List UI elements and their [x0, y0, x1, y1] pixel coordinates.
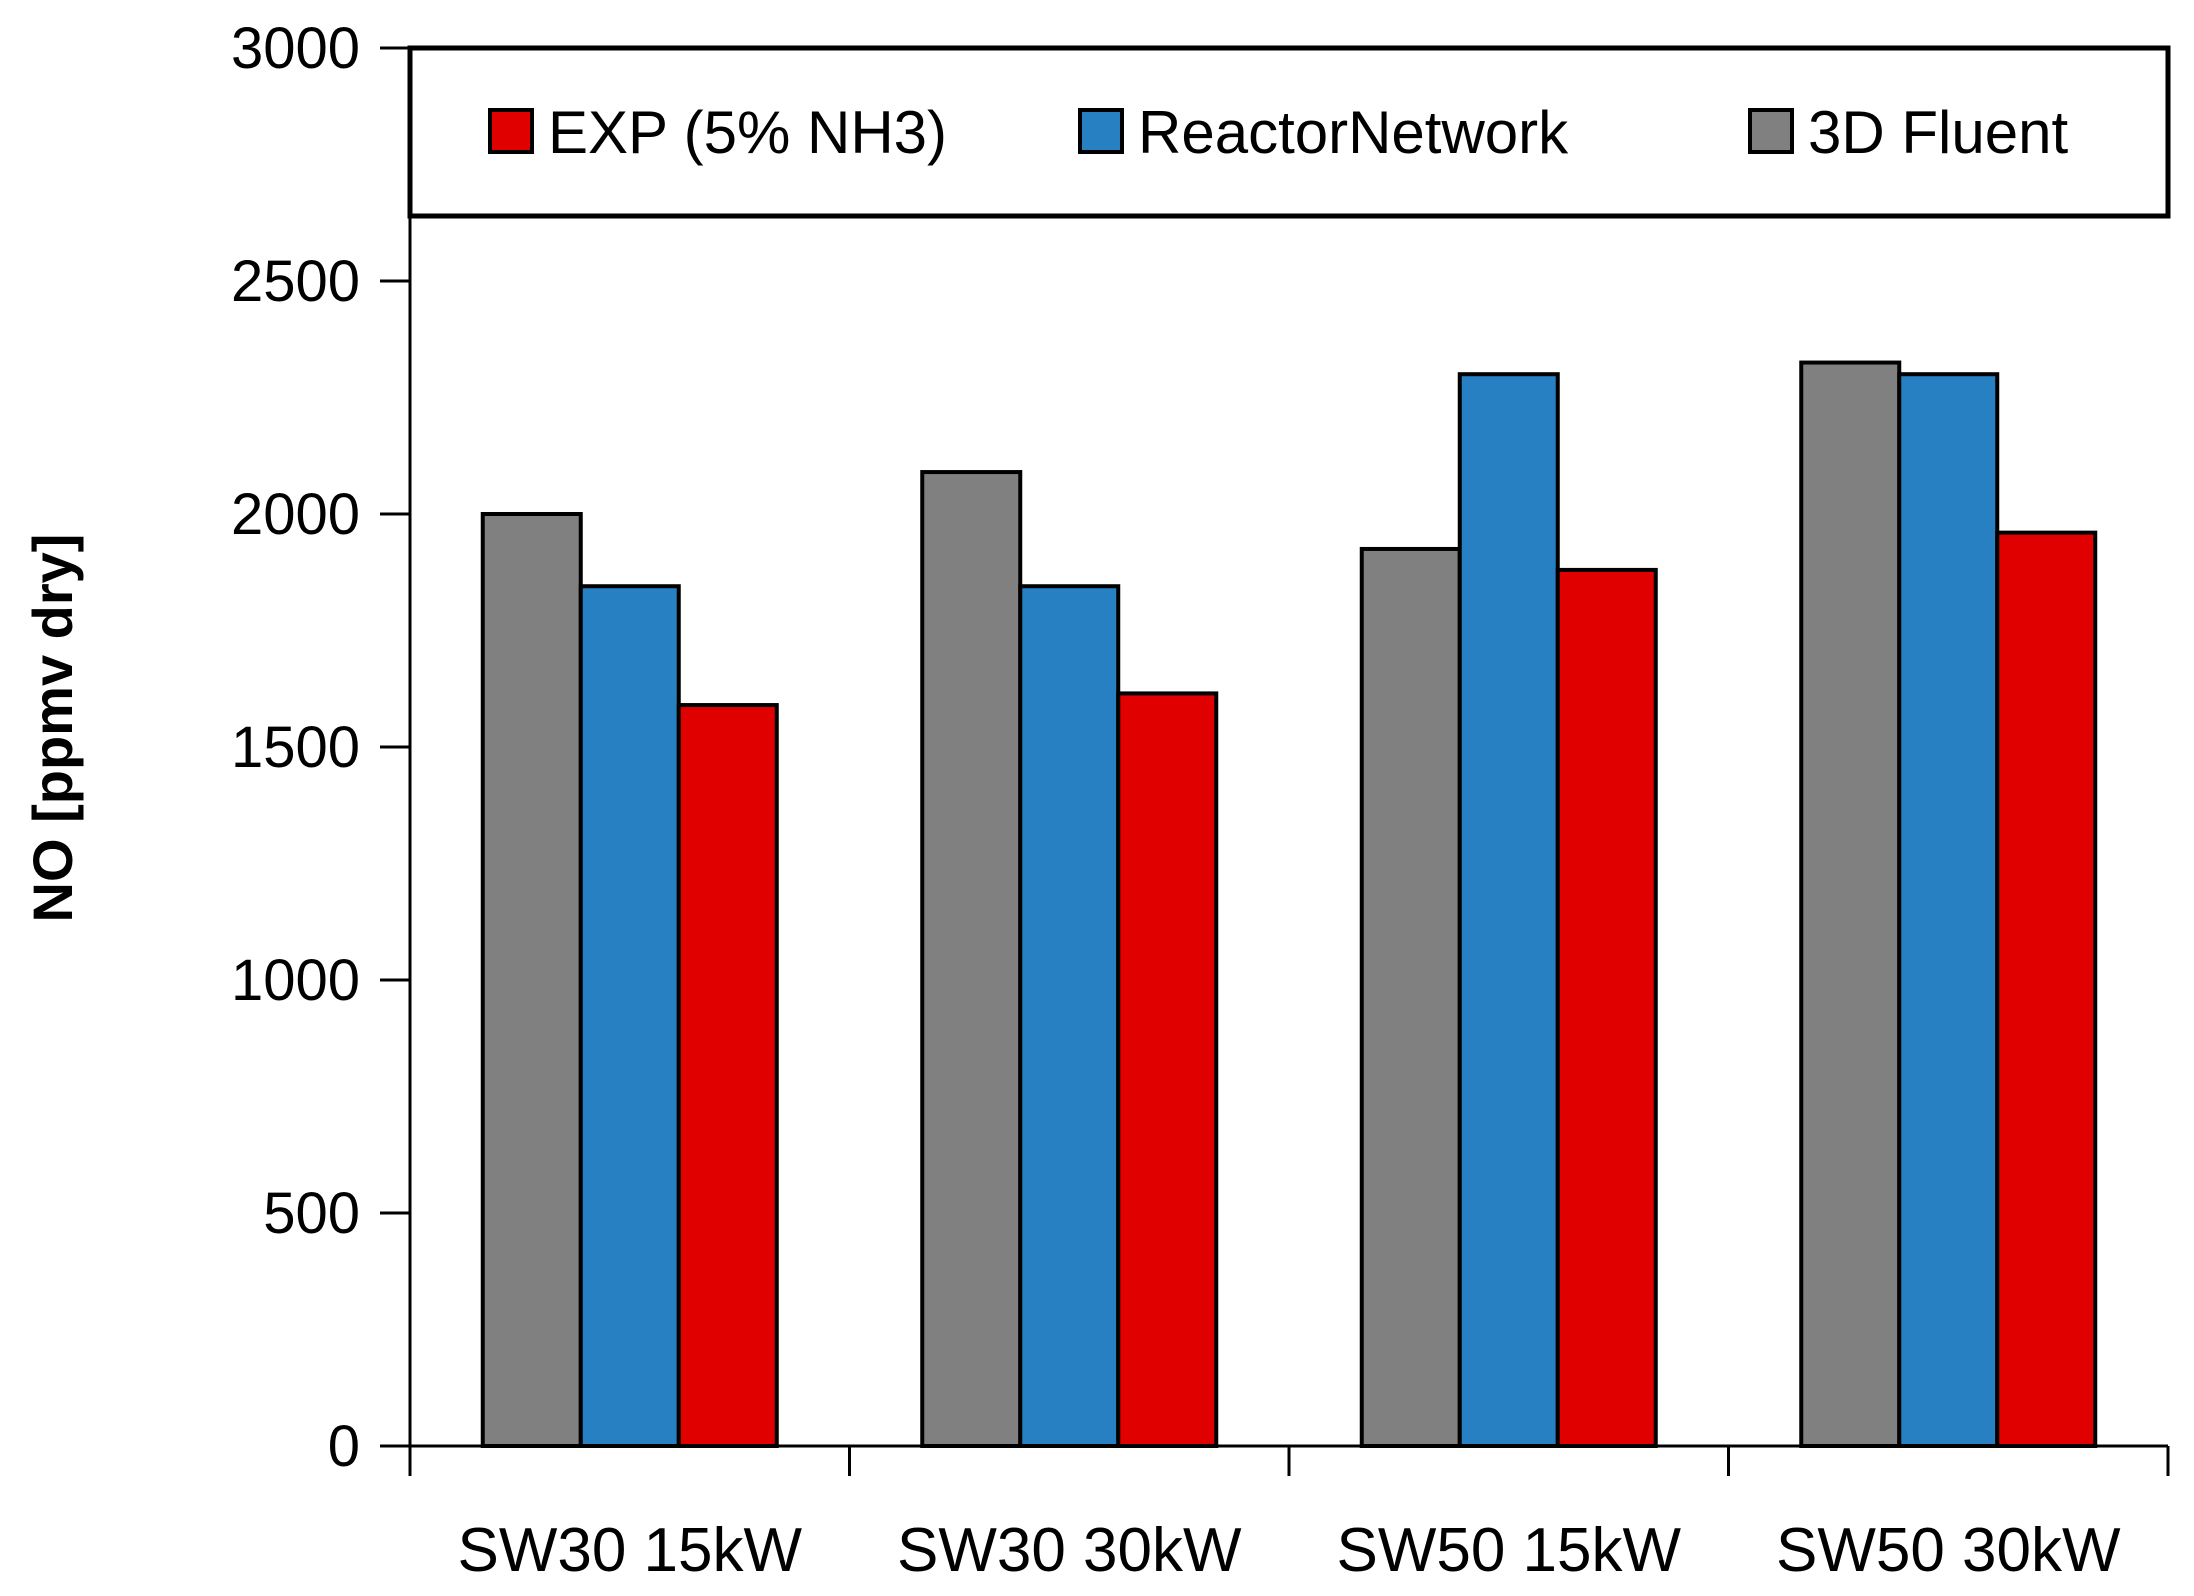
bar-3d-fluent-sw30-15kw [480, 512, 583, 1448]
bar-exp-5-nh3-sw50-30kw [1995, 530, 2098, 1448]
x-category-label: SW30 30kW [897, 1516, 1242, 1585]
x-axis: SW30 15kW SW30 30kW SW50 15kW SW50 30kW [408, 1444, 2170, 1585]
y-tick-label: 3000 [231, 16, 360, 81]
bar-exp-5-nh3-sw30-30kw [1116, 691, 1219, 1448]
y-tick-label: 2500 [231, 249, 360, 314]
legend-box [407, 45, 2171, 219]
legend-swatch-3d-fluent [1748, 108, 1794, 154]
bar-reactornetwork-sw30-30kw [1018, 584, 1121, 1448]
legend-label-exp-5-nh3: EXP (5% NH3) [548, 99, 947, 166]
bar-reactornetwork-sw50-15kw [1457, 372, 1560, 1449]
bar-exp-5-nh3-sw30-15kw [676, 703, 779, 1448]
y-tick-label: 1500 [231, 715, 360, 780]
x-category-label: SW30 15kW [457, 1516, 802, 1585]
y-tick-label: 0 [328, 1414, 360, 1479]
y-tick-label: 2000 [231, 482, 360, 547]
bar-3d-fluent-sw50-15kw [1359, 546, 1462, 1448]
legend-label-reactornetwork: ReactorNetwork [1138, 99, 1569, 166]
y-axis-title: NO [ppmv dry] [21, 534, 84, 923]
x-category-label: SW50 15kW [1336, 1516, 1681, 1585]
bar-3d-fluent-sw50-30kw [1799, 360, 1902, 1448]
x-category-label: SW50 30kW [1776, 1516, 2121, 1585]
bar-reactornetwork-sw30-15kw [578, 584, 681, 1448]
bar-3d-fluent-sw30-30kw [920, 470, 1023, 1448]
y-tick-label: 1000 [231, 948, 360, 1013]
legend-label-3d-fluent: 3D Fluent [1808, 99, 2068, 166]
legend-swatch-exp-5-nh3 [488, 108, 534, 154]
bar-exp-5-nh3-sw50-15kw [1555, 567, 1658, 1448]
legend: EXP (5% NH3) ReactorNetwork 3D Fluent [407, 45, 2171, 219]
bars [480, 360, 2098, 1449]
legend-swatch-reactornetwork [1078, 108, 1124, 154]
y-axis: 0 500 1000 1500 2000 2500 3000 [231, 16, 412, 1479]
bar-reactornetwork-sw50-30kw [1897, 372, 2000, 1449]
y-tick-label: 500 [263, 1181, 360, 1246]
